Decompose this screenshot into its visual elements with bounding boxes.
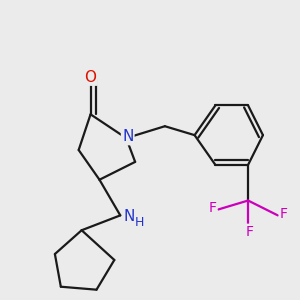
Text: F: F [246, 225, 254, 239]
Text: N: N [124, 209, 135, 224]
Text: O: O [85, 70, 97, 85]
Text: F: F [208, 201, 216, 215]
Text: F: F [280, 207, 288, 221]
Text: H: H [135, 216, 144, 229]
Text: N: N [122, 129, 134, 144]
